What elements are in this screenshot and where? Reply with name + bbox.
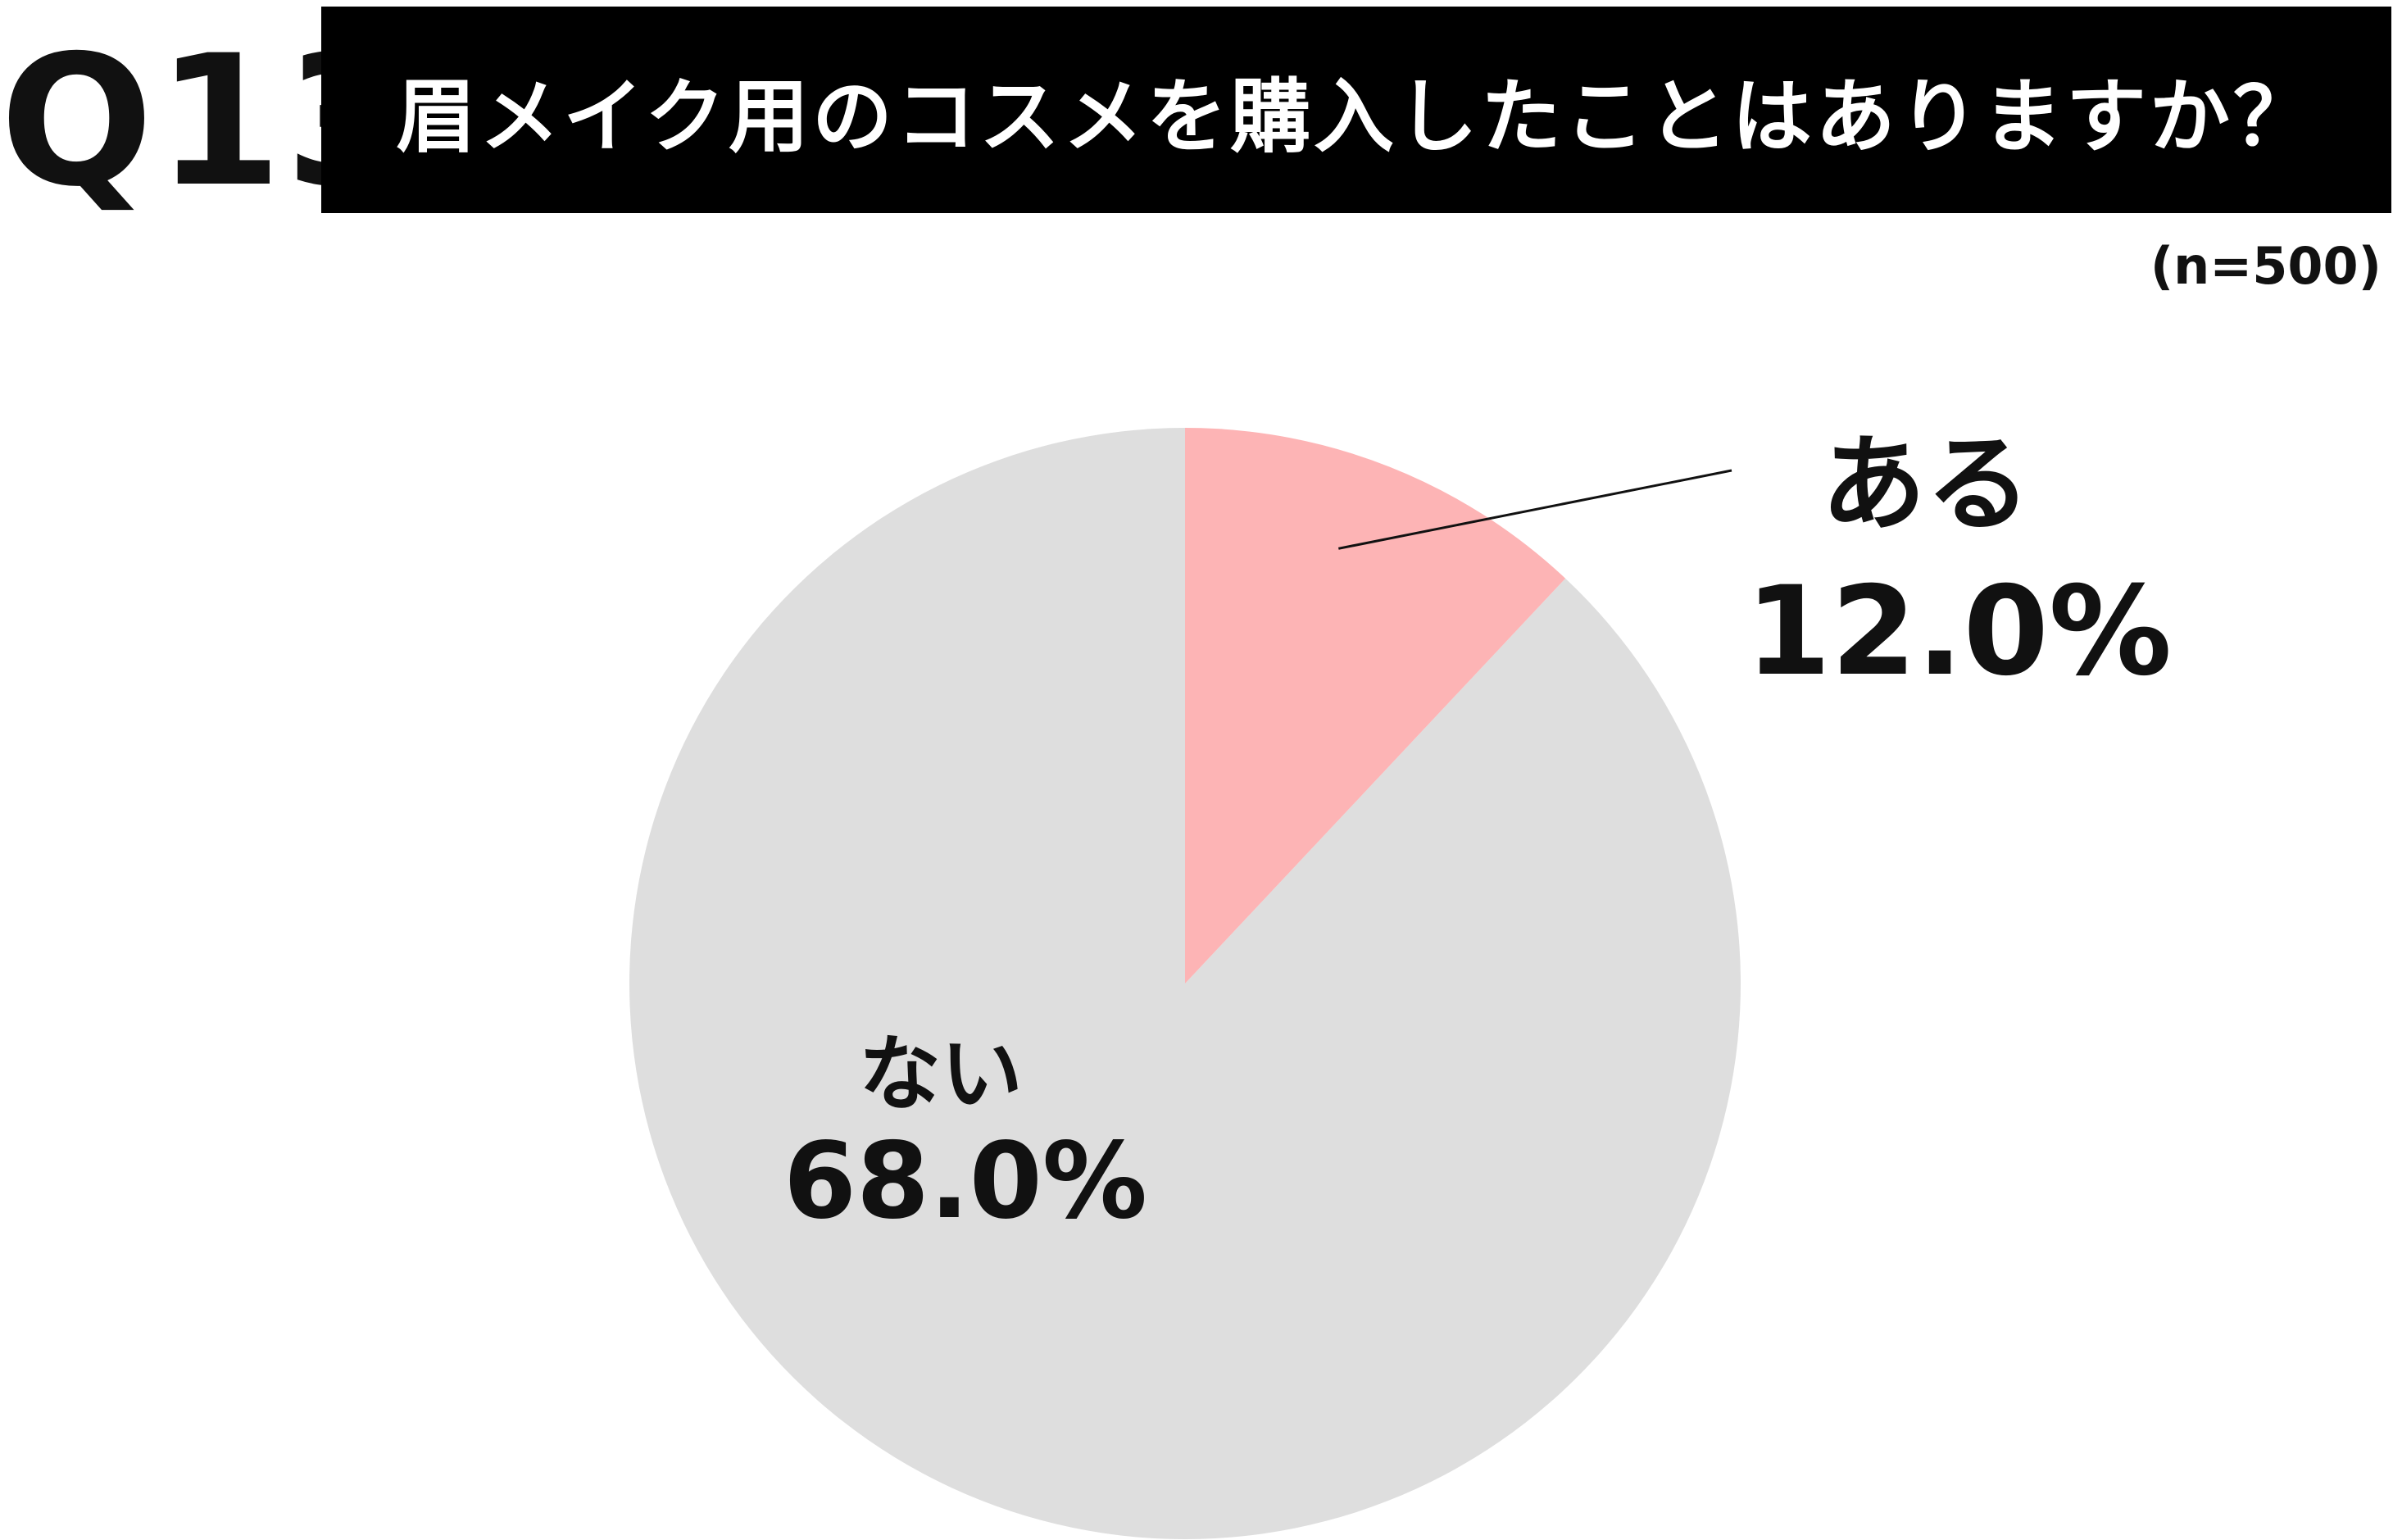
pie-slices xyxy=(629,428,1741,1539)
slice-label-yes: ある xyxy=(1821,424,2031,546)
pie-slice-yes xyxy=(1185,428,1566,984)
leader-line xyxy=(1338,469,1732,550)
slice-value-no: 68.0% xyxy=(783,1120,1147,1242)
slice-value-yes: 12.0% xyxy=(1746,561,2172,703)
sample-size: (n=500) xyxy=(2150,236,2382,296)
pie-slice-no xyxy=(629,428,1741,1539)
title-bar: 眉メイク用のコスメを購入したことはありますか？ xyxy=(321,7,2391,213)
slice-label-no: ない xyxy=(859,1026,1023,1122)
chart-title: 眉メイク用のコスメを購入したことはありますか？ xyxy=(395,70,2318,164)
